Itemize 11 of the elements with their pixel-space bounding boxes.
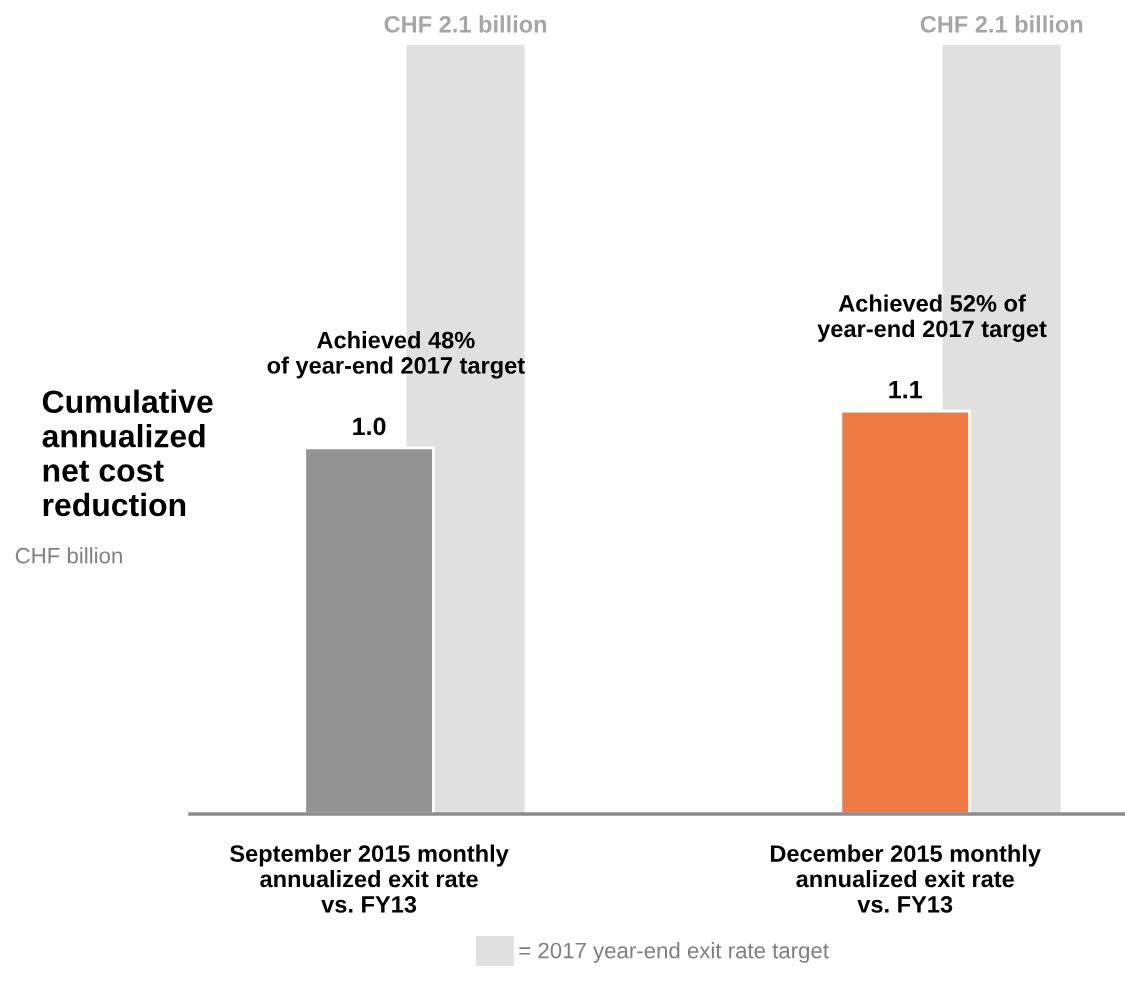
text: CHF billion [15,547,122,564]
annotation: Achieved 52% of year-end 2017 target [817,294,1047,342]
data-label: 1.1 [889,381,922,399]
legend-label: = 2017 year-end exit rate target [519,942,829,963]
data-label: 1.0 [353,417,386,436]
y-axis-title: Cumulative annualized net cost reduction [42,389,213,517]
x-tick-label: September 2015 monthly annualized exit rate vs. FY13 [230,844,509,913]
x-tick-label: December 2015 monthly annualized exit rate vs. FY13 [770,844,1041,913]
data-label: CHF 2.1 billion [920,15,1083,33]
data-label: CHF 2.1 billion [384,15,547,33]
annotation: Achieved 48% of year-end 2017 target [267,331,525,379]
